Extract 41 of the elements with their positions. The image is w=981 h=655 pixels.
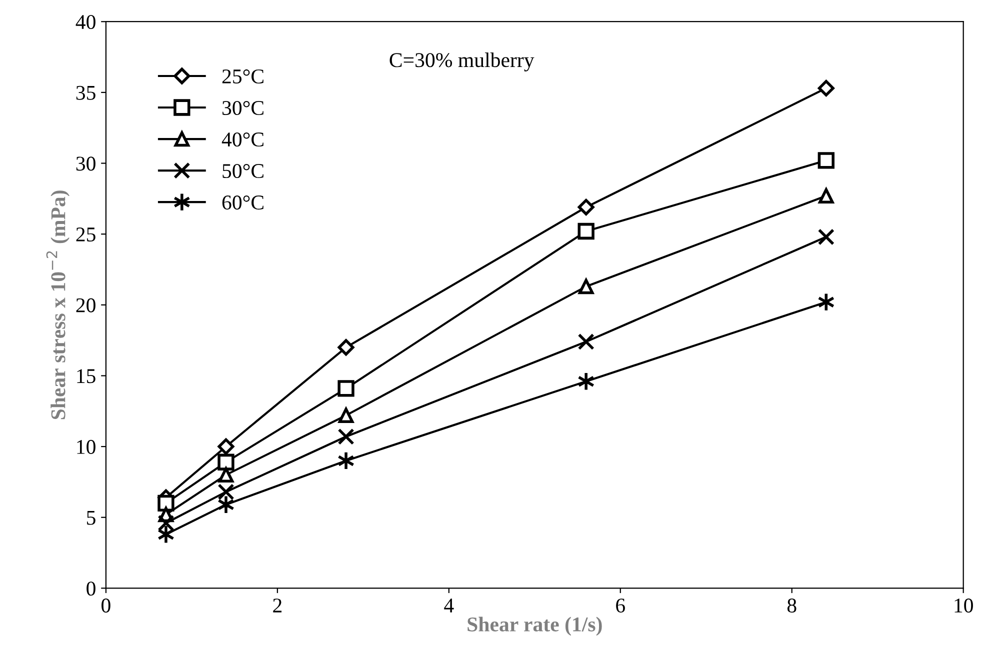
point: [158, 514, 174, 532]
point: [578, 278, 594, 294]
point: [338, 339, 354, 356]
y-tick-label: 15: [77, 369, 96, 384]
x-tick-label: 6: [616, 598, 625, 613]
y-tick-label: 10: [77, 440, 96, 454]
point: [818, 228, 834, 246]
x-tick-label: 2: [273, 598, 282, 612]
legend-label: 30°C: [222, 100, 264, 115]
x-tick-label: 10: [954, 598, 973, 613]
point: [218, 438, 234, 455]
y-tick-label: 40: [76, 14, 96, 30]
x-axis-title: Shear rate (1/s): [468, 616, 602, 636]
point: [578, 222, 594, 240]
y-axis-title: Shear stress x 10$^{−2}$ (mPa): [46, 190, 70, 420]
y-tick-label: 25: [76, 228, 96, 242]
point: [338, 380, 354, 397]
point: [158, 494, 174, 512]
y-tick-label: 35: [76, 86, 96, 100]
point: [218, 454, 234, 470]
y-tick-label: 0: [86, 582, 96, 596]
legend-label: 60°C: [222, 196, 264, 210]
point: [338, 428, 354, 445]
point: [818, 80, 834, 96]
x-tick-label: 0: [102, 598, 110, 613]
point: [218, 467, 234, 483]
point: [578, 333, 594, 350]
point: [338, 408, 354, 424]
x-tick-label: 4: [444, 598, 454, 612]
point: [818, 188, 834, 204]
point: [818, 152, 834, 169]
legend-label: 50°C: [222, 164, 264, 178]
x-tick-label: 8: [787, 598, 796, 613]
annotation: C=30% mulberry: [390, 52, 534, 72]
y-tick-label: 20: [76, 298, 96, 312]
point: [578, 198, 594, 216]
legend-label: 25°C: [222, 69, 264, 84]
legend-label: 40°C: [222, 132, 264, 147]
point: [218, 484, 234, 500]
y-tick-label: 5: [87, 510, 96, 525]
y-tick-label: 30: [76, 156, 96, 171]
